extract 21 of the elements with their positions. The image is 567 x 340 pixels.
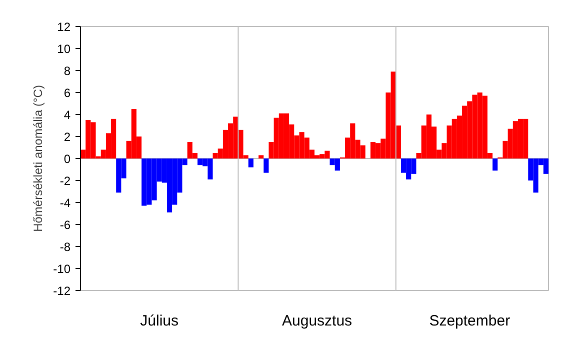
- y-tick-label: 4: [64, 108, 71, 122]
- y-tick-label: -6: [60, 218, 71, 232]
- bar: [258, 155, 264, 158]
- y-tick-label: 12: [57, 20, 71, 34]
- y-tick-label: -10: [53, 262, 71, 276]
- x-tick-label: Szeptember: [429, 312, 510, 330]
- y-tick-label: 8: [64, 64, 71, 78]
- y-tick-label: 6: [64, 86, 71, 100]
- bar: [264, 158, 269, 173]
- x-tick-label: Július: [140, 312, 179, 330]
- y-tick-label: -4: [60, 196, 71, 210]
- y-tick-label: -8: [60, 240, 71, 254]
- y-tick-label: 0: [64, 152, 71, 166]
- y-axis-title: Hőmérsékleti anomália (°C): [31, 85, 46, 232]
- y-tick-label: 10: [57, 42, 71, 56]
- y-tick-label: 2: [64, 130, 71, 144]
- y-tick-label: -2: [60, 174, 71, 188]
- x-tick-label: Augusztus: [282, 312, 352, 330]
- bar: [248, 158, 254, 168]
- y-tick-label: -12: [53, 284, 71, 298]
- bar: [492, 158, 498, 171]
